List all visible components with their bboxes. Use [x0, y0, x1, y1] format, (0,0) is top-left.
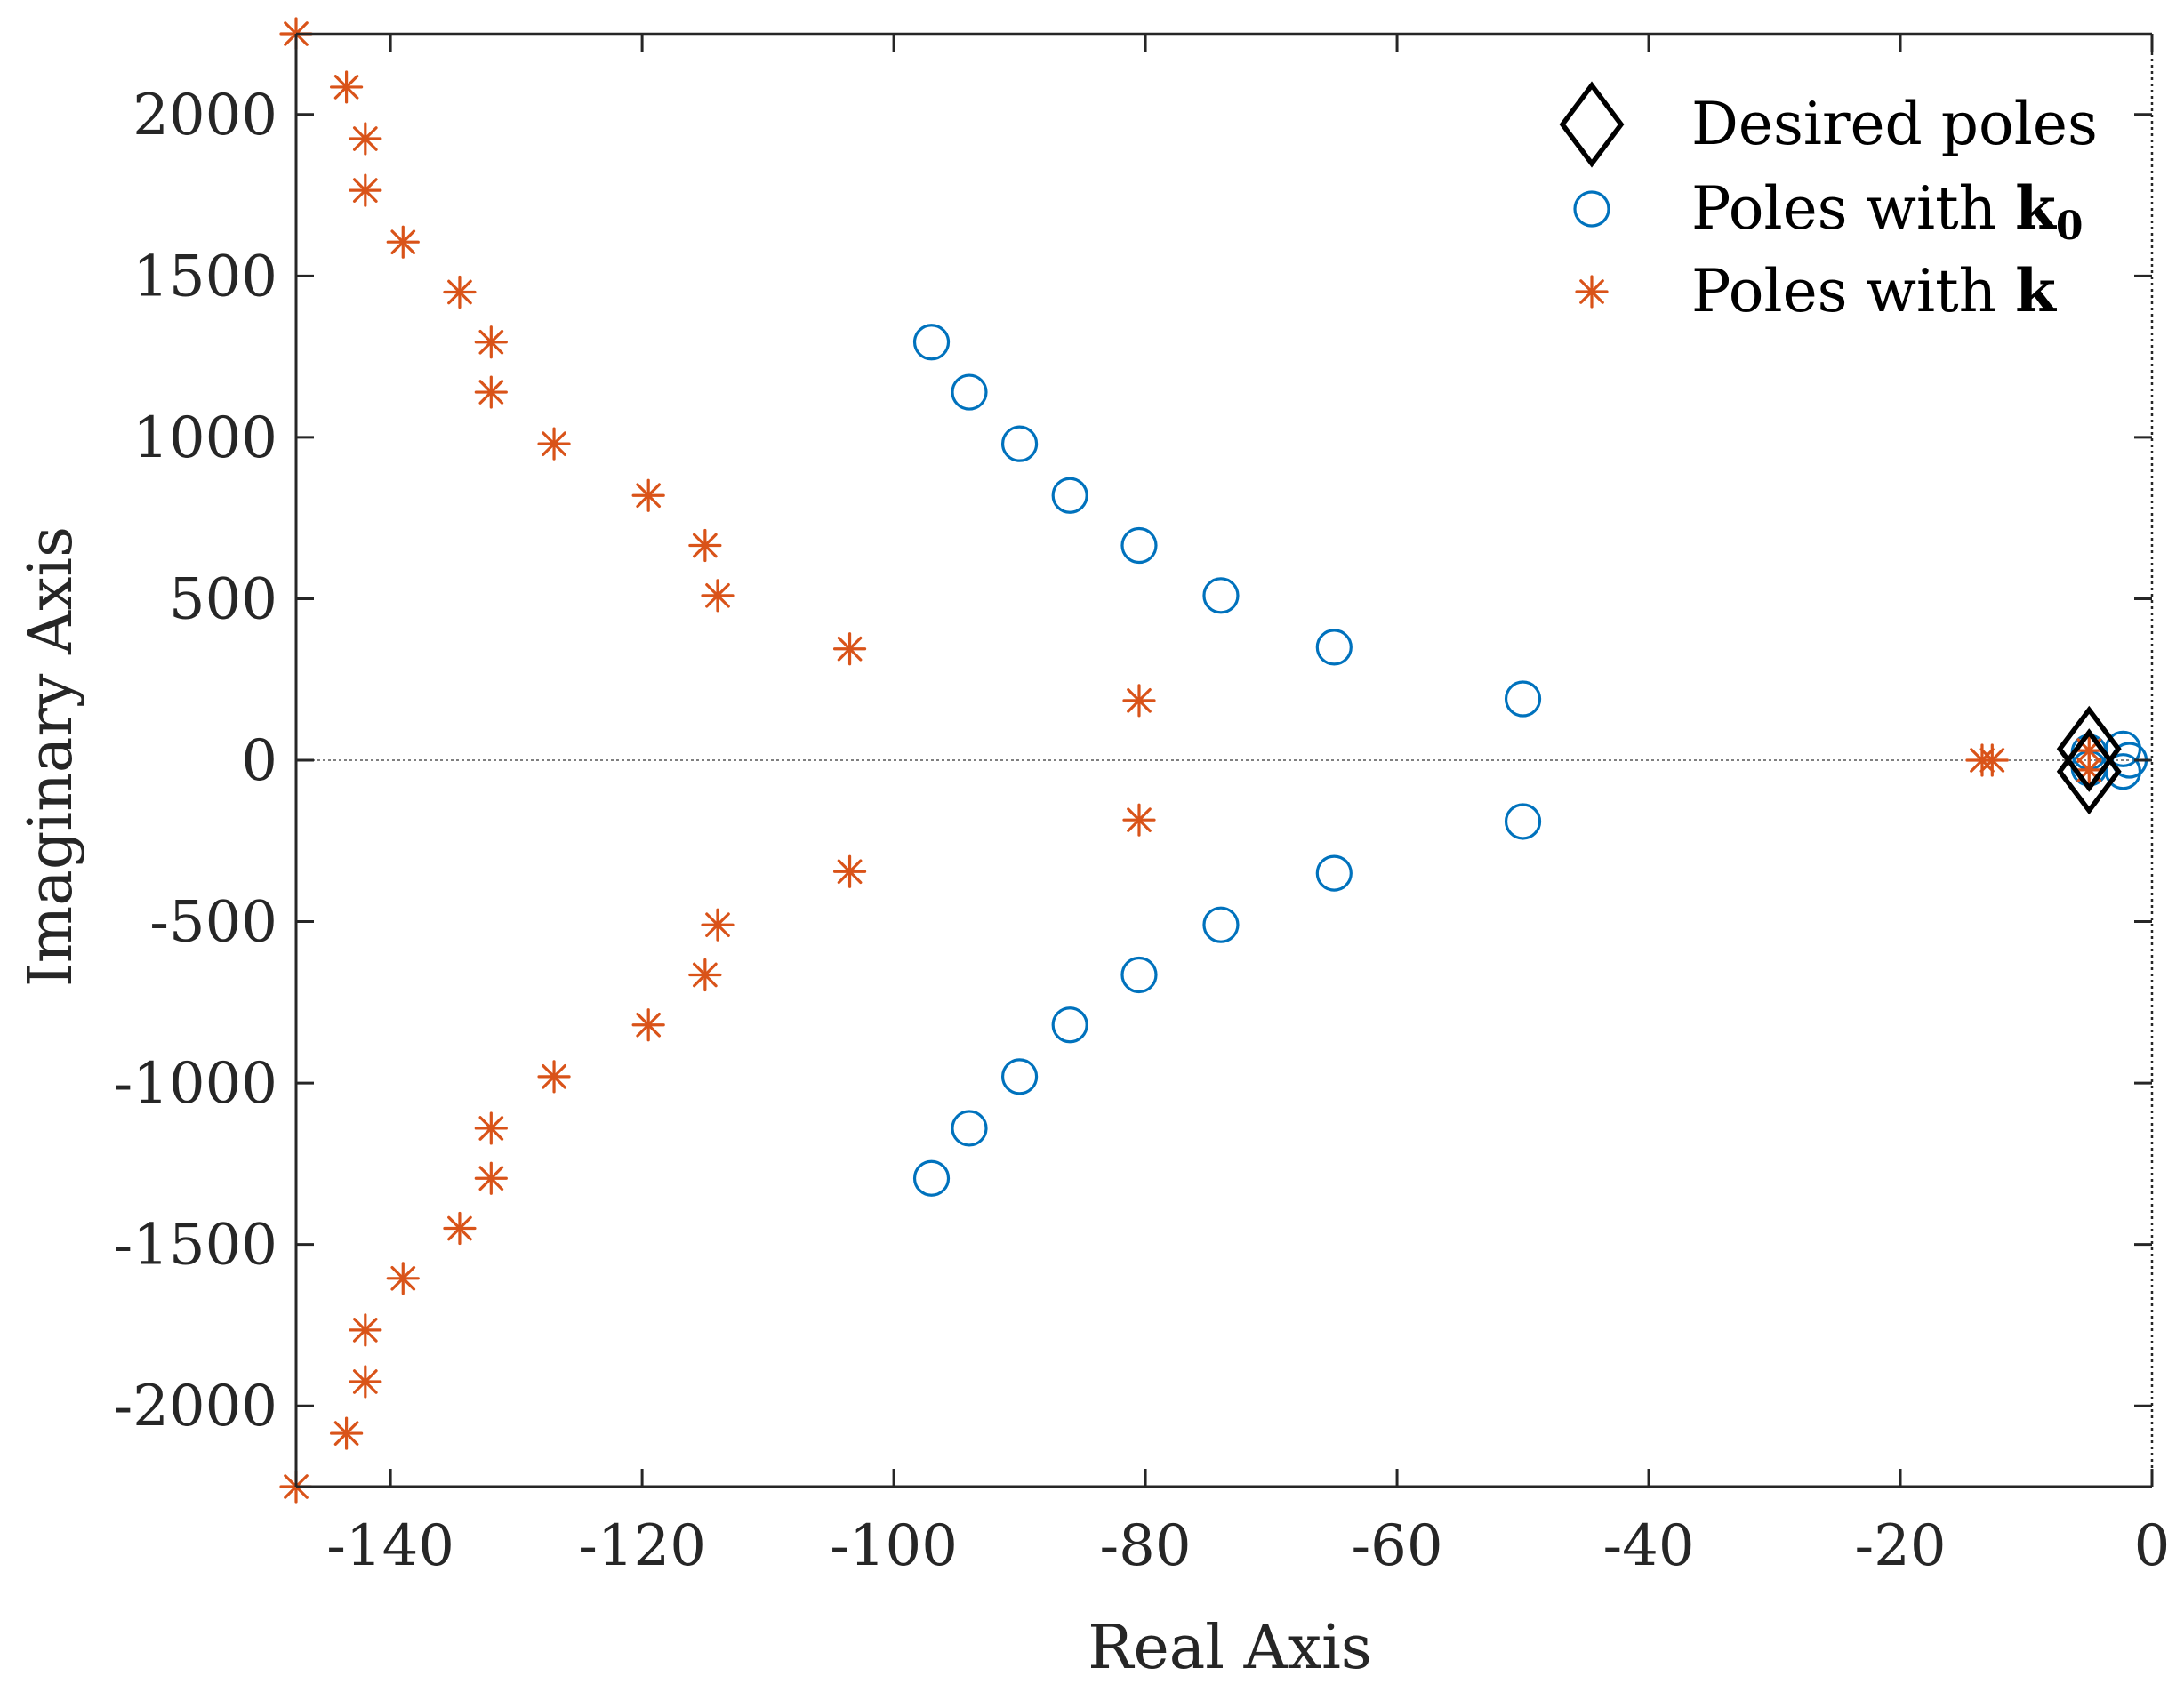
- x-axis-label: Real Axis: [1088, 1613, 1371, 1683]
- y-tick-label: 1000: [132, 405, 277, 471]
- pole-k0-marker: [1051, 477, 1088, 514]
- pole-k-marker: [832, 632, 867, 666]
- pole-k-marker: [537, 1060, 571, 1094]
- y-tick-label: 0: [241, 728, 277, 794]
- pole-k0-marker: [1315, 629, 1353, 666]
- pole-k0-marker: [912, 324, 951, 361]
- pole-k-marker: [688, 528, 722, 563]
- pole-k0-marker: [1504, 803, 1542, 840]
- pole-k-marker: [474, 1111, 508, 1145]
- pole-k-marker: [349, 173, 382, 207]
- desired-pole-marker: [2056, 705, 2122, 792]
- pole-k-marker: [1122, 684, 1156, 718]
- legend: Desired poles Poles with k0 Poles with k: [1559, 81, 2098, 325]
- pole-k-marker: [2072, 753, 2106, 787]
- pole-k-marker: [631, 478, 665, 512]
- x-tick-label: 0: [2134, 1513, 2171, 1579]
- pole-k-marker: [386, 1262, 420, 1295]
- pole-k-marker: [1122, 803, 1156, 837]
- desired-pole-marker: [2056, 728, 2122, 815]
- y-tick-label: 2000: [132, 83, 277, 148]
- pole-k-marker: [443, 275, 477, 309]
- legend-label: Poles with k0: [1691, 173, 2083, 249]
- pole-k0-marker: [1000, 425, 1039, 462]
- pole-k-marker: [631, 1008, 665, 1042]
- x-tick-label: -40: [1603, 1513, 1695, 1579]
- pole-k-marker: [537, 427, 571, 461]
- x-tick-label: -20: [1854, 1513, 1946, 1579]
- legend-item: Poles with k: [1575, 256, 2057, 325]
- pole-k0-marker: [912, 1159, 951, 1197]
- y-tick-label: -2000: [114, 1374, 278, 1439]
- legend-item: Poles with k0: [1573, 173, 2083, 249]
- data-points-layer: [279, 17, 2148, 1504]
- pole-k0-marker: [1202, 906, 1240, 943]
- legend-asterisk-icon: [1575, 275, 1609, 309]
- pole-k0-marker: [1000, 1058, 1039, 1095]
- pole-k0-marker: [951, 373, 988, 411]
- y-tick-label: 500: [169, 566, 277, 632]
- pole-k-marker: [329, 70, 364, 104]
- pole-k-marker: [349, 1365, 382, 1399]
- x-tick-label: -60: [1352, 1513, 1443, 1579]
- pole-k0-marker: [1315, 854, 1353, 892]
- legend-diamond-icon: [1559, 81, 1625, 168]
- pole-k-marker: [329, 1416, 364, 1450]
- pole-k-marker: [349, 122, 382, 156]
- legend-label: Desired poles: [1691, 90, 2098, 158]
- pole-k0-marker: [1504, 680, 1542, 718]
- legend-label: Poles with k: [1691, 256, 2057, 325]
- x-tick-label: -100: [830, 1513, 958, 1579]
- pole-k0-marker: [1202, 577, 1240, 614]
- pole-k-marker: [832, 854, 867, 888]
- ticks-layer: -140 -120 -100 -80 -60 -40 -20 0 2000 1500 1000 500…: [114, 34, 2171, 1579]
- y-tick-label: -500: [149, 890, 277, 956]
- y-tick-label: -1000: [114, 1051, 278, 1117]
- pole-k-marker: [474, 325, 508, 359]
- x-tick-label: -120: [578, 1513, 706, 1579]
- pole-k-marker: [443, 1211, 477, 1246]
- x-tick-label: -80: [1100, 1513, 1192, 1579]
- pole-k-marker: [386, 225, 420, 259]
- pole-k-marker: [1975, 743, 2009, 777]
- x-tick-label: -140: [326, 1513, 454, 1579]
- legend-circle-icon: [1573, 190, 1610, 228]
- y-axis-label: Imaginary Axis: [16, 526, 86, 987]
- pole-k-marker: [688, 958, 722, 992]
- pole-k0-marker: [1120, 526, 1158, 565]
- pole-k0-marker: [951, 1110, 988, 1147]
- pole-k-marker: [349, 1313, 382, 1347]
- pole-k-marker: [474, 1161, 508, 1195]
- pole-k-marker: [701, 908, 735, 942]
- pole-k0-marker: [1120, 956, 1158, 994]
- y-tick-label: 1500: [132, 244, 277, 309]
- legend-item: Desired poles: [1559, 81, 2098, 168]
- pole-k-marker: [701, 579, 735, 613]
- pole-k0-marker: [1051, 1006, 1088, 1044]
- y-tick-label: -1500: [114, 1213, 278, 1279]
- pole-k-marker: [474, 375, 508, 409]
